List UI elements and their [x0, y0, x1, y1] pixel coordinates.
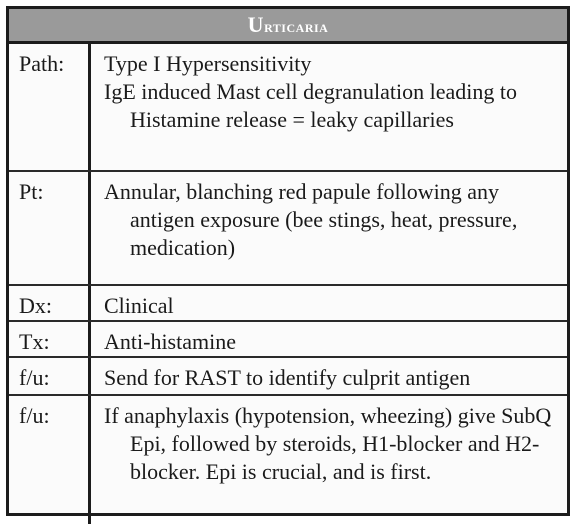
- row-path: Path: Type I Hypersensitivity IgE induce…: [9, 44, 567, 172]
- row-label: Path:: [9, 44, 91, 170]
- row-label: Dx:: [9, 286, 91, 320]
- row-tx: Tx: Anti-histamine: [9, 322, 567, 358]
- row-content: Clinical: [91, 286, 567, 320]
- row-label: Tx:: [9, 322, 91, 356]
- row-label: Pt:: [9, 172, 91, 284]
- row-text: Type I Hypersensitivity: [104, 51, 312, 76]
- card-header: Urticaria: [9, 9, 567, 44]
- row-content: Send for RAST to identify culprit antige…: [91, 358, 567, 394]
- row-text: IgE induced Mast cell degranulation lead…: [104, 79, 517, 132]
- row-content: Type I Hypersensitivity IgE induced Mast…: [91, 44, 567, 170]
- row-dx: Dx: Clinical: [9, 286, 567, 322]
- row-text: Send for RAST to identify culprit antige…: [104, 365, 471, 390]
- urticaria-card: Urticaria Path: Type I Hypersensitivity …: [6, 6, 570, 524]
- row-text: Anti-histamine: [104, 329, 236, 354]
- row-text: Clinical: [104, 293, 174, 318]
- row-followup-anaphylaxis: f/u: If anaphylaxis (hypotension, wheezi…: [9, 396, 567, 524]
- row-content: If anaphylaxis (hypotension, wheezing) g…: [91, 396, 567, 524]
- row-content: Anti-histamine: [91, 322, 567, 356]
- row-label: f/u:: [9, 358, 91, 394]
- row-content: Annular, blanching red papule following …: [91, 172, 567, 284]
- card-title: Urticaria: [247, 12, 329, 37]
- row-pt: Pt: Annular, blanching red papule follow…: [9, 172, 567, 286]
- row-followup: f/u: Send for RAST to identify culprit a…: [9, 358, 567, 396]
- row-label: f/u:: [9, 396, 91, 524]
- row-text: If anaphylaxis (hypotension, wheezing) g…: [104, 403, 552, 484]
- row-text: Annular, blanching red papule following …: [104, 179, 518, 260]
